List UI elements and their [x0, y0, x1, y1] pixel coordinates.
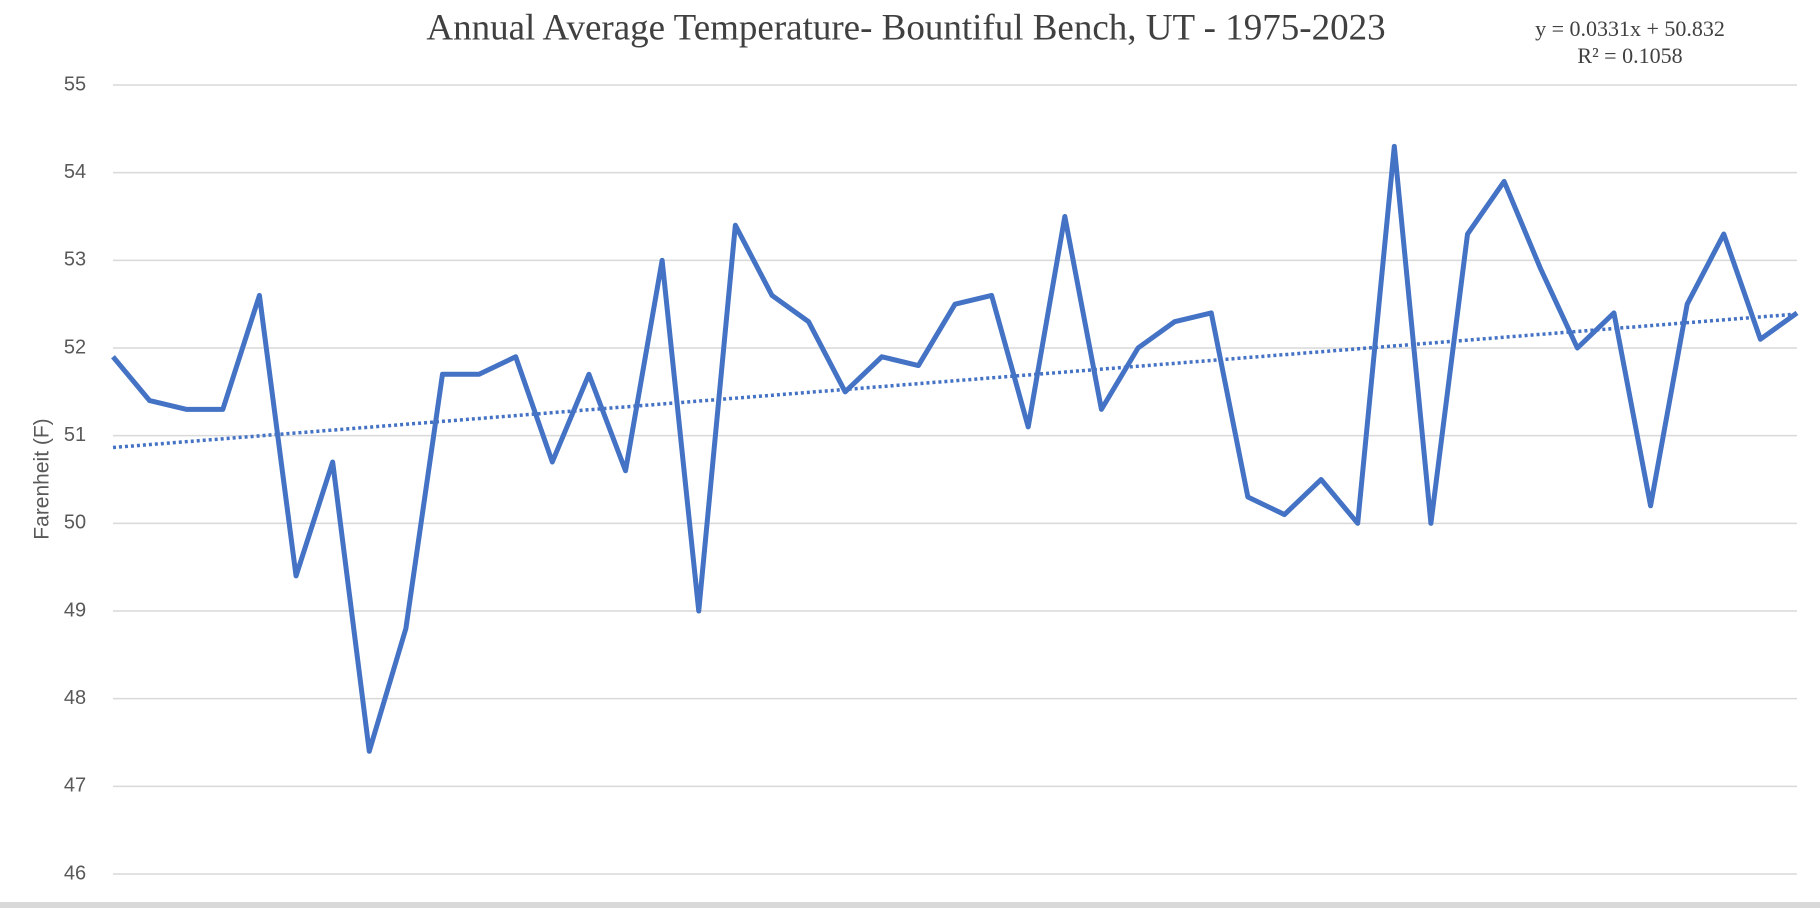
y-tick-label: 52 — [64, 336, 86, 358]
trend-r2: R² = 0.1058 — [1577, 43, 1682, 68]
y-tick-label: 46 — [64, 862, 86, 884]
y-tick-label: 50 — [64, 512, 86, 534]
y-tick-label: 49 — [64, 599, 86, 621]
y-tick-label: 47 — [64, 775, 86, 797]
chart-title: Annual Average Temperature- Bountiful Be… — [426, 7, 1385, 48]
y-axis-label: Farenheit (F) — [31, 418, 54, 539]
data-line — [111, 143, 1799, 754]
y-tick-label: 54 — [64, 161, 86, 183]
y-tick-label: 51 — [64, 424, 86, 446]
trendline — [112, 312, 1798, 450]
trend-equation: y = 0.0331x + 50.832 — [1535, 16, 1725, 41]
y-tick-label: 55 — [64, 73, 86, 95]
y-tick-label: 48 — [64, 687, 86, 709]
y-tick-label: 53 — [64, 249, 86, 271]
bottom-border — [0, 902, 1820, 908]
